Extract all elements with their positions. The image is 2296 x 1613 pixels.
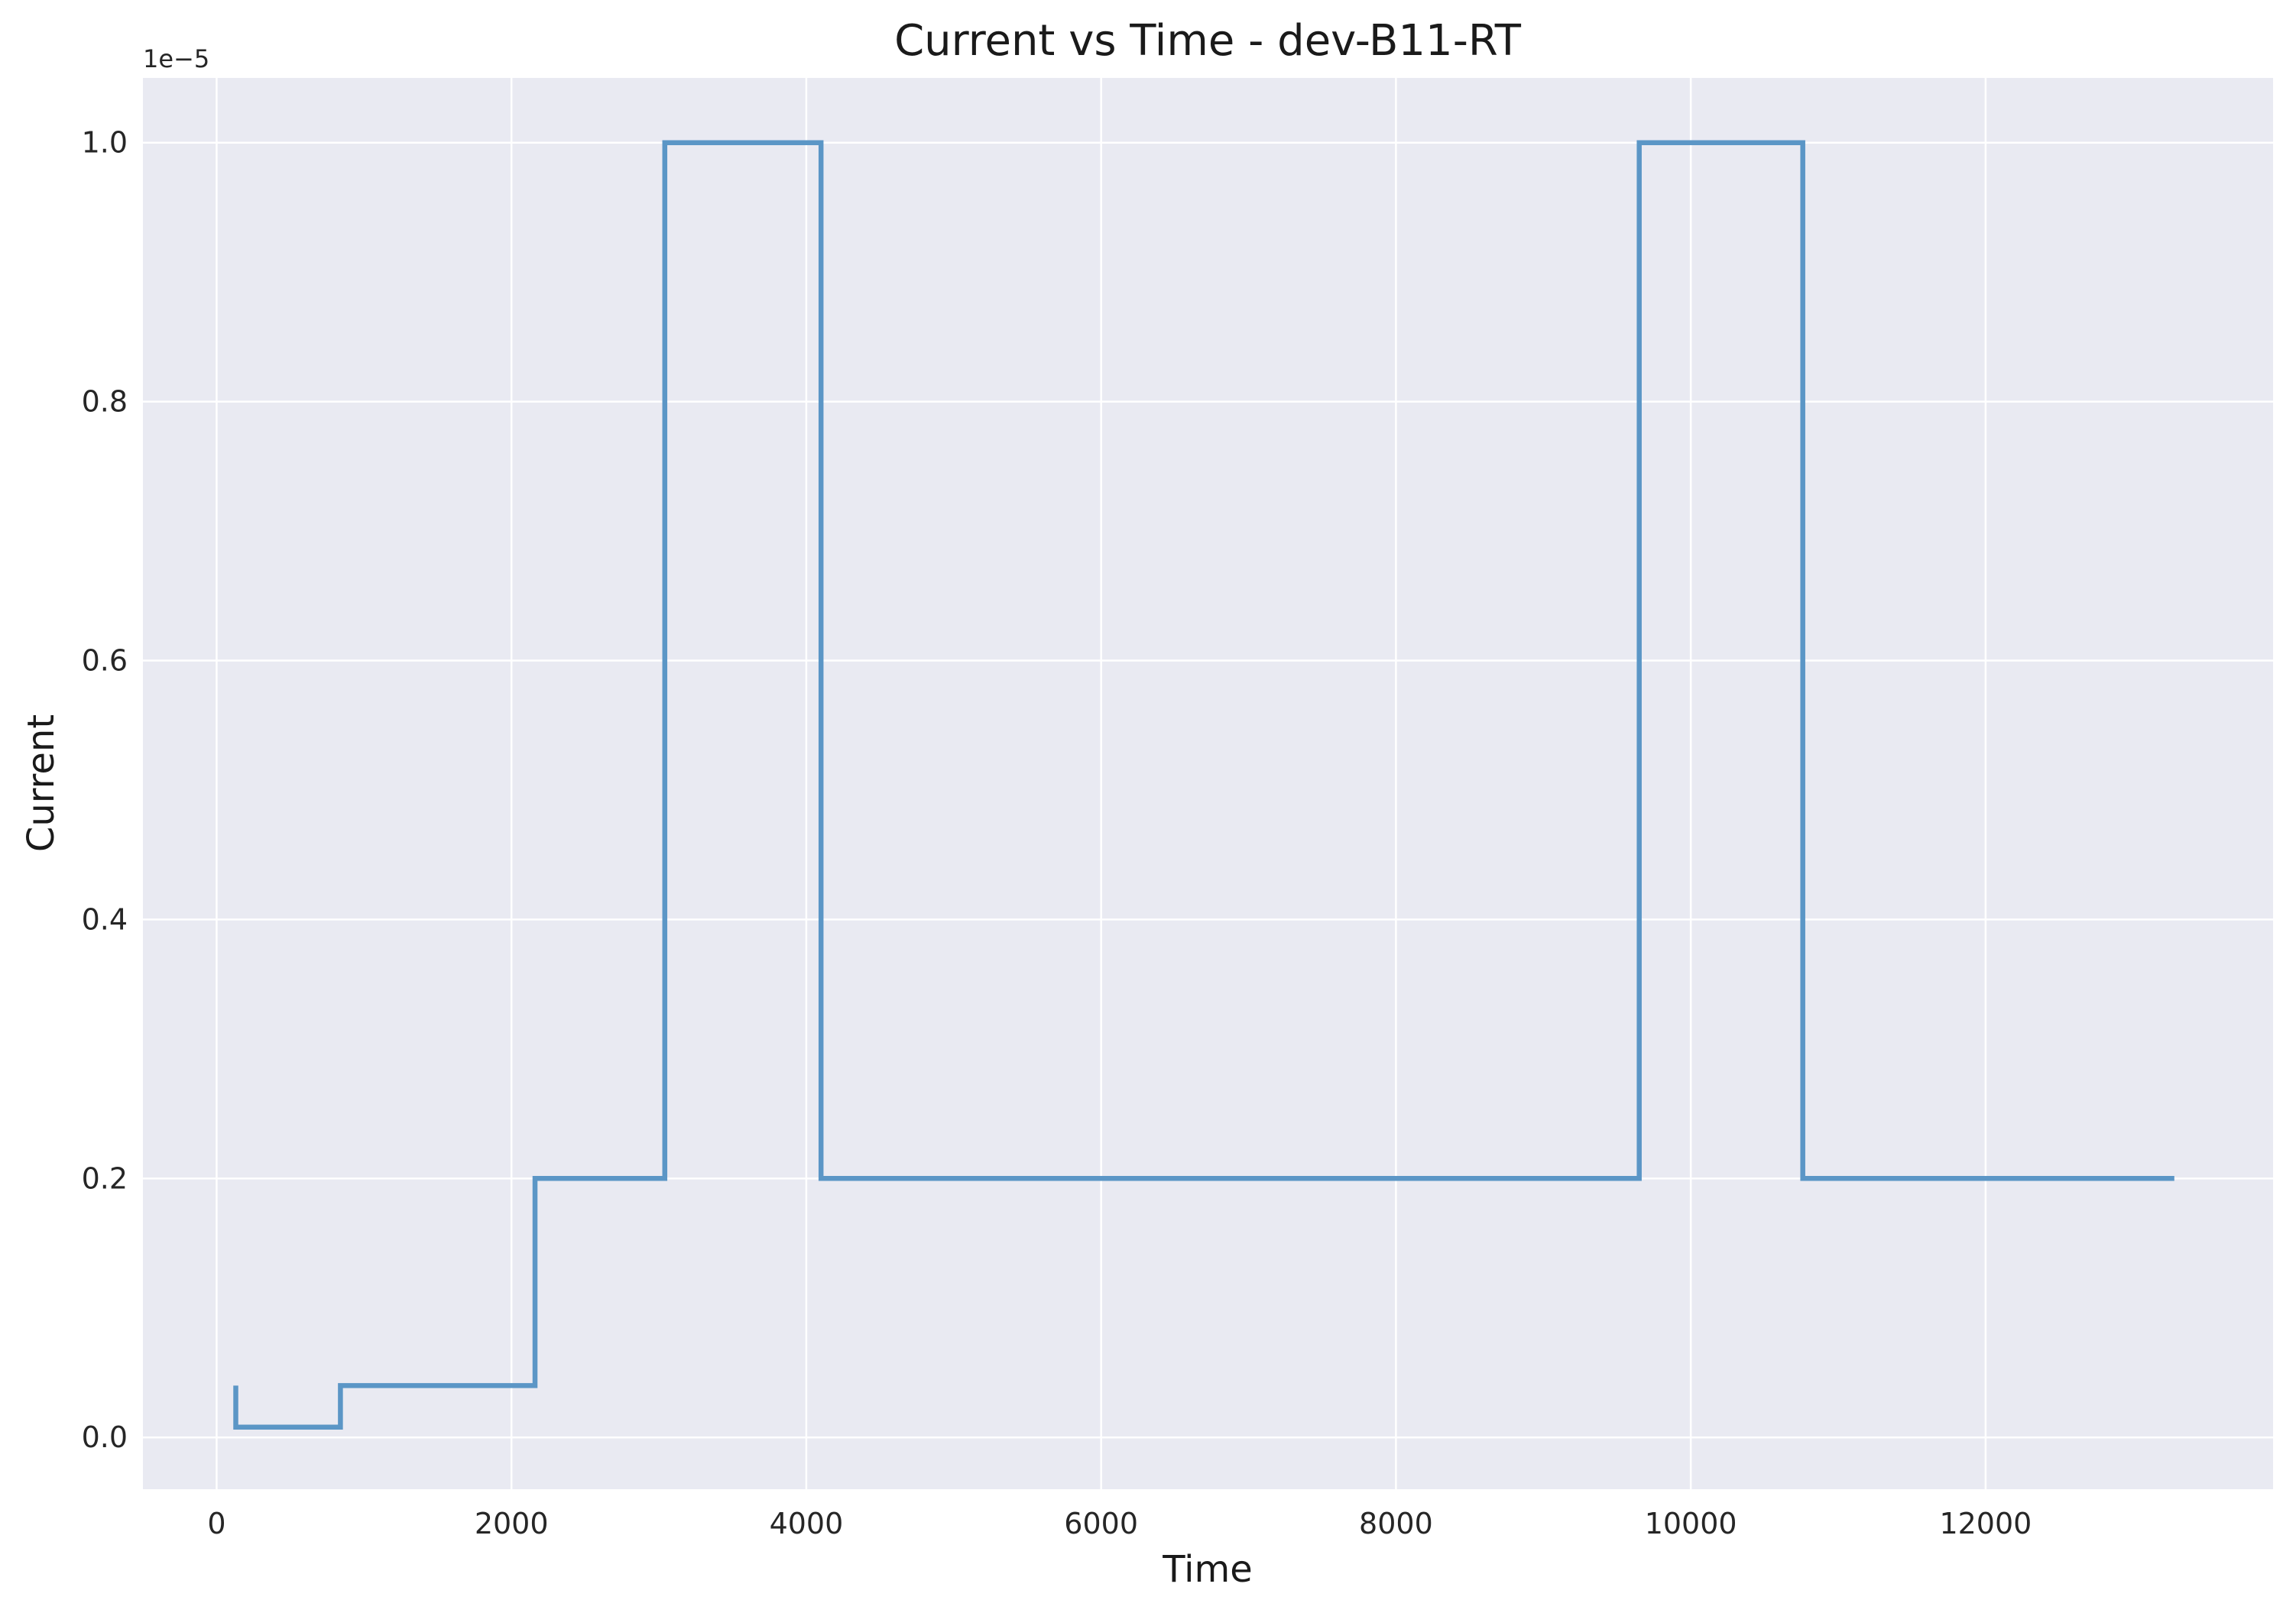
y-tick-label: 0.4	[82, 902, 128, 936]
x-tick-label: 0	[207, 1507, 225, 1540]
x-tick-label: 10000	[1645, 1507, 1737, 1540]
x-tick-label: 6000	[1064, 1507, 1138, 1540]
x-gridlines	[216, 78, 1987, 1489]
x-tick-label: 12000	[1939, 1507, 2032, 1540]
y-tick-label: 0.2	[82, 1161, 128, 1195]
x-tick-label: 4000	[770, 1507, 844, 1540]
y-offset-label: 1e−5	[143, 44, 209, 73]
x-tick-label: 8000	[1359, 1507, 1433, 1540]
y-tick-label: 0.6	[82, 644, 128, 678]
chart-title: Current vs Time - dev-B11-RT	[894, 16, 1522, 66]
series-layer	[233, 140, 2174, 1430]
y-axis-label: Current	[20, 714, 63, 852]
y-tick-label: 0.8	[82, 385, 128, 419]
y-tick-label: 0.0	[82, 1420, 128, 1454]
x-axis-label: Time	[1162, 1548, 1252, 1591]
plot-background	[143, 78, 2273, 1489]
x-tick-label: 2000	[475, 1507, 549, 1540]
current-series-line	[233, 140, 2174, 1430]
x-tick-labels: 0 2000 4000 6000 8000 10000 12000	[207, 1507, 2032, 1540]
y-tick-label: 1.0	[82, 126, 128, 160]
y-tick-labels: 0.0 0.2 0.4 0.6 0.8 1.0	[82, 126, 128, 1454]
